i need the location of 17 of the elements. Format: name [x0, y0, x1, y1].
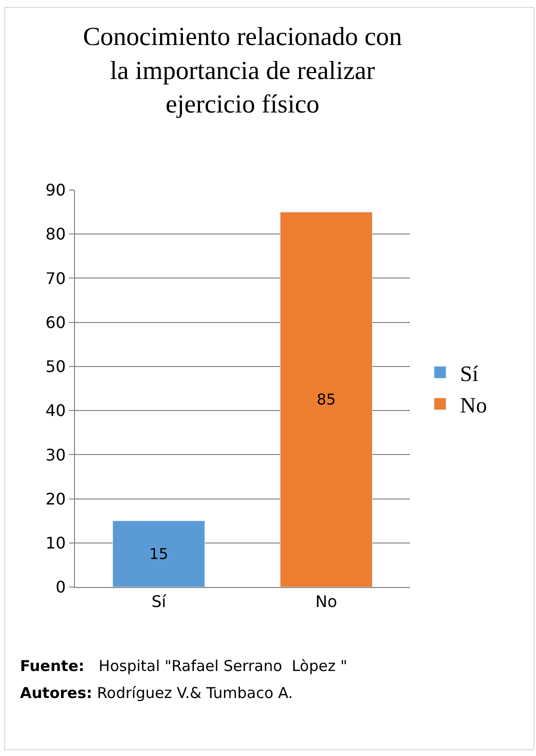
data-label: 15 — [149, 544, 168, 563]
y-tick-label: 70 — [45, 268, 66, 288]
y-tick-label: 0 — [56, 578, 66, 597]
text: Autores: Rodríguez V.& Tumbaco A. — [20, 684, 293, 702]
legend-label: No — [460, 392, 487, 418]
y-tick-label: 20 — [45, 489, 66, 508]
y-tick-label: 80 — [45, 224, 66, 244]
y-tick-label: 90 — [45, 180, 66, 200]
y-tick-label: 60 — [45, 312, 66, 332]
data-label: 85 — [316, 390, 336, 409]
y-tick-label: 50 — [45, 357, 66, 376]
y-tick-label: 40 — [45, 401, 66, 420]
y-tick-label: 30 — [45, 445, 66, 464]
source-note: Fuente: Hospital "Rafael Serrano Lòpez " — [20, 657, 348, 675]
chart-title: Conocimiento relacionado con la importancia de realizar ejercicio físico — [82, 22, 402, 119]
legend-label: Sí — [460, 360, 478, 386]
y-tick-label: 10 — [45, 533, 66, 552]
